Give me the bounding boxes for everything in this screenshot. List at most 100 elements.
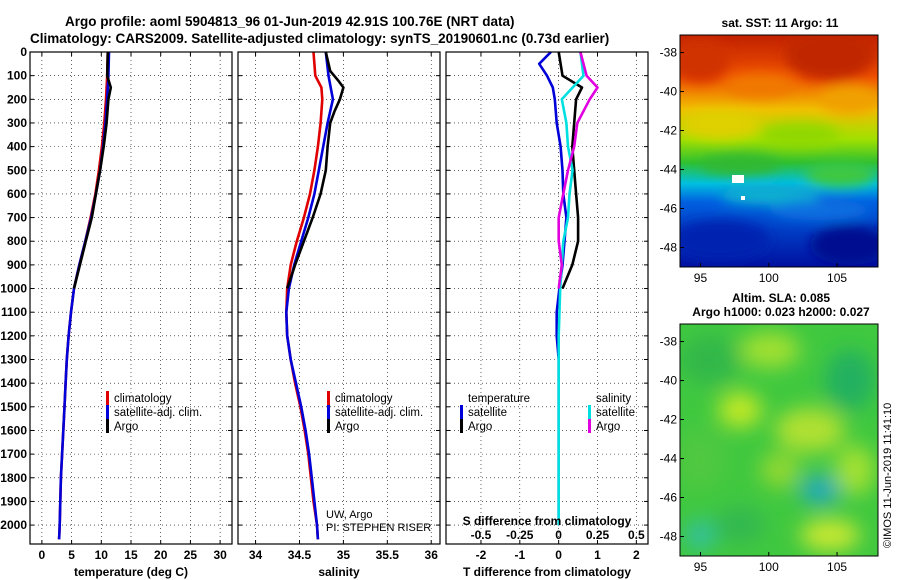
- y-tick-label: 1500: [0, 400, 27, 414]
- legend-label-s-argo: Argo: [596, 421, 620, 433]
- sst-map-panel: sat. SST: 11 Argo: 11 95 100 105-38-40-4: [660, 16, 879, 285]
- sla-map-subtitle: Argo h1000: 0.023 h2000: 0.027: [692, 305, 870, 319]
- series-line-satellite-adj-clim-: [57, 51, 111, 540]
- map-x-tick-label: 100: [759, 560, 779, 574]
- temperature-xlabel: temperature (deg C): [74, 565, 188, 579]
- salinity-legend: climatology satellite-adj. clim. Argo: [327, 391, 423, 433]
- x-tick-label: 15: [124, 548, 138, 562]
- difference-frame: [445, 51, 649, 545]
- map-y-tick-label: -38: [660, 46, 678, 60]
- y-tick-label: 100: [7, 69, 27, 83]
- legend-swatch-climatology: [106, 391, 109, 405]
- x-tick-label: 20: [154, 548, 168, 562]
- sst-map-frame: [679, 34, 879, 268]
- y-tick-label: 1900: [0, 494, 27, 508]
- legend-swatch-argo: [106, 419, 109, 433]
- sst-map-title: sat. SST: 11 Argo: 11: [722, 16, 839, 30]
- x-tick-label: 2: [633, 548, 640, 562]
- legend-swatch-satellite: [106, 405, 109, 419]
- salinity-xlabel: salinity: [318, 565, 360, 579]
- sla-map-image: [680, 324, 878, 556]
- series-line-t-argo: [557, 51, 584, 289]
- series-line-argo: [72, 51, 113, 289]
- legend-label-satellite: satellite-adj. clim.: [335, 407, 423, 419]
- figure-title-line2: Climatology: CARS2009. Satellite-adjuste…: [30, 31, 609, 46]
- legend-swatch-s-satellite: [588, 405, 591, 419]
- map-y-tick-label: -42: [660, 413, 678, 427]
- legend-swatch-satellite: [327, 405, 330, 419]
- x-tick-label: 35.5: [376, 548, 400, 562]
- temperature-panel: 0100200300400500600700800900100011001200…: [0, 45, 233, 579]
- legend-label-argo: Argo: [335, 421, 359, 433]
- y-tick-label: 2000: [0, 518, 27, 532]
- map-x-tick-label: 95: [694, 271, 708, 285]
- x2-tick-label: -0.5: [471, 528, 492, 542]
- legend-swatch-climatology: [327, 391, 330, 405]
- map-y-tick-label: -46: [660, 202, 678, 216]
- salinity-panel: 34 34.5 35 35.5 36 salinity climatology sate…: [237, 51, 441, 579]
- legend-label-argo: Argo: [114, 421, 138, 433]
- x-tick-label: 36: [425, 548, 439, 562]
- sla-map-panel: Altim. SLA: 0.085 Argo h1000: 0.023 h200…: [660, 291, 879, 574]
- x-tick-label: -1: [514, 548, 525, 562]
- series-line-satellite-adj-clim-: [284, 51, 335, 540]
- legend-swatch-s-argo: [588, 419, 591, 433]
- x-tick-label: -2: [476, 548, 487, 562]
- credit-line1: UW, Argo: [326, 509, 372, 521]
- legend-label-s-satellite: satellite: [596, 407, 635, 419]
- x-tick-label: 34.5: [288, 548, 312, 562]
- legend-label-t-argo: Argo: [468, 421, 492, 433]
- x-tick-label: 0: [555, 548, 562, 562]
- legend-label-satellite: satellite-adj. clim.: [114, 407, 202, 419]
- y-tick-label: 1000: [0, 282, 27, 296]
- x2-tick-label: -0.25: [506, 528, 534, 542]
- difference-panel: -2 -1 0 1 2 -0.5 -0.25 0 0.25 0.5 T difference fr…: [445, 51, 649, 579]
- sla-map-frame: [679, 323, 879, 557]
- difference-x2label: S difference from climatology: [463, 514, 632, 528]
- x2-tick-label: 0: [555, 528, 562, 542]
- x-tick-label: 5: [68, 548, 75, 562]
- map-y-tick-label: -48: [660, 530, 678, 544]
- y-tick-label: 1600: [0, 423, 27, 437]
- map-x-tick-label: 105: [827, 560, 847, 574]
- y-tick-label: 0: [20, 45, 27, 59]
- map-y-tick-label: -44: [660, 452, 678, 466]
- legend-label-climatology: climatology: [335, 393, 393, 405]
- salinity-frame: [237, 51, 441, 545]
- map-x-tick-label: 105: [827, 271, 847, 285]
- y-tick-label: 1100: [1, 305, 27, 319]
- series-line-climatology: [57, 51, 110, 540]
- x2-tick-label: 0.5: [628, 528, 645, 542]
- map-y-tick-label: -46: [660, 491, 678, 505]
- map-x-tick-label: 100: [759, 271, 779, 285]
- x-tick-label: 1: [594, 548, 601, 562]
- map-y-tick-label: -40: [660, 85, 678, 99]
- series-line-climatology: [284, 51, 324, 540]
- y-tick-label: 800: [7, 234, 27, 248]
- sla-map-title: Altim. SLA: 0.085: [732, 291, 830, 305]
- y-tick-label: 1700: [0, 447, 27, 461]
- legend-swatch-argo: [327, 419, 330, 433]
- y-tick-label: 1800: [0, 471, 27, 485]
- legend-title-salinity: salinity: [596, 393, 631, 405]
- y-tick-label: 300: [7, 116, 27, 130]
- y-tick-label: 1400: [0, 376, 27, 390]
- map-y-tick-label: -48: [660, 241, 678, 255]
- legend-label-climatology: climatology: [114, 393, 172, 405]
- y-tick-label: 900: [7, 258, 27, 272]
- y-tick-label: 700: [7, 211, 27, 225]
- map-y-tick-label: -44: [660, 163, 678, 177]
- x2-tick-label: 0.25: [586, 528, 610, 542]
- x-tick-label: 30: [213, 548, 227, 562]
- difference-xlabel: T difference from climatology: [463, 565, 631, 579]
- legend-swatch-t-satellite: [460, 405, 463, 419]
- series-line-s-argo: [557, 51, 599, 289]
- series-line-s-satellite: [557, 51, 585, 526]
- y-tick-label: 1200: [0, 329, 27, 343]
- x-tick-label: 35: [337, 548, 351, 562]
- credit-line2: PI: STEPHEN RISER: [326, 522, 431, 534]
- y-tick-label: 500: [7, 163, 27, 177]
- y-tick-label: 400: [7, 140, 27, 154]
- x-tick-label: 10: [95, 548, 109, 562]
- map-y-tick-label: -38: [660, 335, 678, 349]
